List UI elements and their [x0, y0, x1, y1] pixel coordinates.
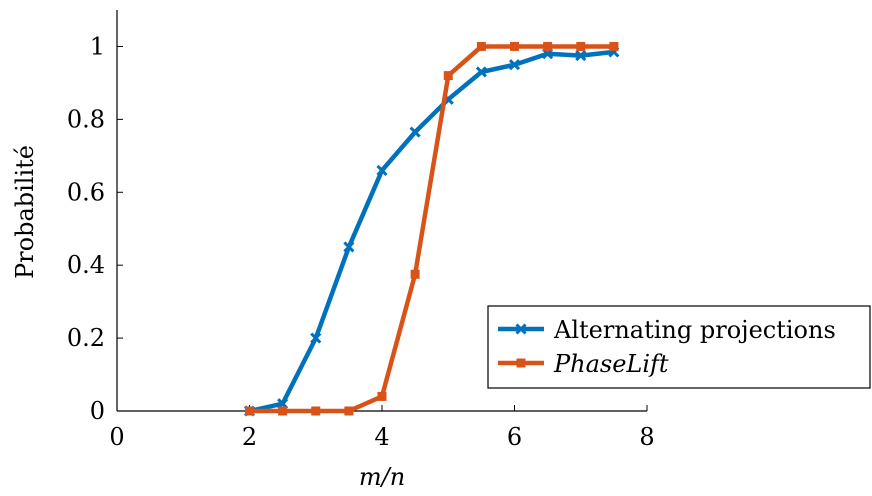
- legend-label: Alternating projections: [553, 316, 836, 344]
- data-point-marker: [311, 406, 321, 416]
- data-point-marker: [278, 406, 288, 416]
- legend-item-0: Alternating projections: [498, 316, 836, 344]
- series: [243, 41, 620, 417]
- data-point-marker: [377, 391, 387, 401]
- data-point-marker: [510, 41, 519, 51]
- data-point-marker: [310, 332, 322, 344]
- y-axis-label: Probabilité: [11, 145, 39, 279]
- series-1: [245, 41, 619, 416]
- y-tick-label: 0.4: [67, 251, 105, 279]
- data-point-marker: [476, 41, 486, 51]
- data-point-marker: [609, 41, 619, 51]
- data-point-marker: [409, 126, 421, 138]
- legend-item-1: PhaseLift: [498, 350, 669, 378]
- legend: Alternating projections PhaseLift: [487, 305, 871, 389]
- x-tick-label: 2: [242, 423, 257, 451]
- data-point-marker: [516, 358, 526, 368]
- y-tick-label: 0.6: [67, 178, 105, 206]
- data-point-marker: [376, 164, 388, 176]
- y-tick-label: 0: [90, 397, 105, 425]
- data-point-marker: [515, 323, 527, 335]
- x-tick-label: 8: [639, 423, 654, 451]
- x-tick-label: 6: [507, 423, 522, 451]
- legend-label: PhaseLift: [553, 350, 669, 378]
- series-line: [247, 44, 617, 414]
- y-tick-label: 0.8: [67, 105, 105, 133]
- data-point-marker: [245, 406, 254, 416]
- y-tick-label: 0.2: [67, 324, 105, 352]
- data-point-marker: [344, 406, 354, 416]
- data-point-marker: [575, 50, 587, 62]
- axis-labels: m/n Probabilité: [11, 145, 405, 491]
- x-tick-label: 0: [109, 423, 124, 451]
- data-point-marker: [343, 241, 355, 253]
- data-point-marker: [475, 66, 487, 78]
- x-axis-label: m/n: [359, 463, 405, 491]
- x-tick-label: 4: [374, 423, 389, 451]
- data-point-marker: [543, 41, 553, 51]
- ticks: 0 2 4 6 8 0 0.2 0.4 0.6 0.8 1: [67, 32, 655, 451]
- data-point-marker: [443, 71, 453, 81]
- data-point-marker: [410, 269, 420, 279]
- data-point-marker: [576, 41, 586, 51]
- data-point-marker: [508, 59, 521, 71]
- y-tick-label: 1: [90, 32, 105, 60]
- legend-box: [487, 305, 871, 389]
- series-line: [247, 49, 617, 414]
